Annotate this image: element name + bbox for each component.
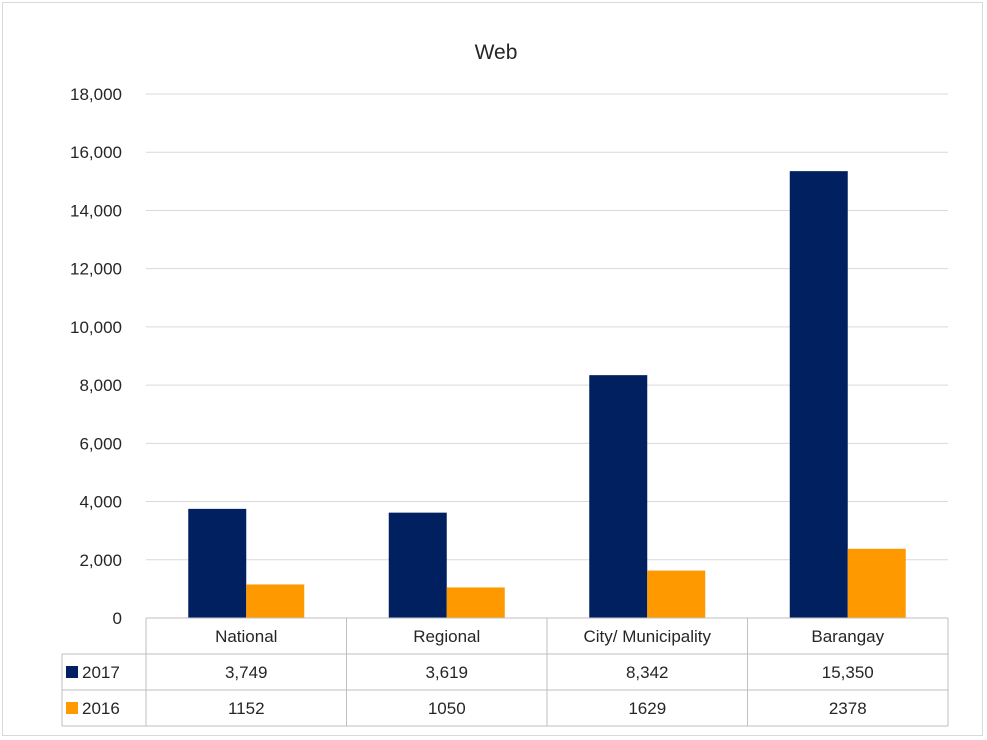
y-tick-label: 14,000 xyxy=(70,201,122,220)
table-value: 1629 xyxy=(628,699,666,718)
x-category-label: National xyxy=(215,627,277,646)
legend-label: 2017 xyxy=(82,663,120,682)
y-tick-label: 12,000 xyxy=(70,260,122,279)
y-tick-label: 16,000 xyxy=(70,143,122,162)
bar-2017 xyxy=(789,171,848,618)
x-category-label: City/ Municipality xyxy=(583,627,711,646)
legend-key-2017 xyxy=(66,666,78,678)
bar-2017 xyxy=(188,508,247,618)
x-category-label: Barangay xyxy=(811,627,884,646)
bar-2016 xyxy=(847,548,906,618)
y-tick-label: 18,000 xyxy=(70,85,122,104)
bar-2017 xyxy=(388,512,447,618)
bar-2016 xyxy=(647,570,706,618)
data-table: National Regional City/ Municipality Barang… xyxy=(61,617,949,727)
table-value: 3,619 xyxy=(425,663,468,682)
table-value: 1050 xyxy=(428,699,466,718)
y-tick-label: 0 xyxy=(113,609,122,628)
y-tick-label: 10,000 xyxy=(70,318,122,337)
table-value: 1152 xyxy=(228,699,265,718)
x-category-label: Regional xyxy=(413,627,480,646)
bar-2016 xyxy=(246,584,305,618)
y-tick-label: 2,000 xyxy=(79,551,122,570)
table-value: 8,342 xyxy=(626,663,669,682)
chart-title: Web xyxy=(475,41,518,64)
table-value: 2378 xyxy=(829,699,867,718)
y-axis-tick-labels: 0 2,000 4,000 6,000 8,000 10,000 12,000 14,000 1… xyxy=(70,85,122,628)
table-value: 15,350 xyxy=(822,663,874,682)
bars xyxy=(188,171,906,618)
table-value: 3,749 xyxy=(225,663,268,682)
y-tick-label: 8,000 xyxy=(79,376,122,395)
legend-key-2016 xyxy=(66,702,78,714)
legend-label: 2016 xyxy=(82,699,120,718)
bar-2017 xyxy=(589,375,648,618)
bar-2016 xyxy=(446,587,505,618)
y-tick-label: 6,000 xyxy=(79,434,122,453)
y-tick-label: 4,000 xyxy=(79,493,122,512)
